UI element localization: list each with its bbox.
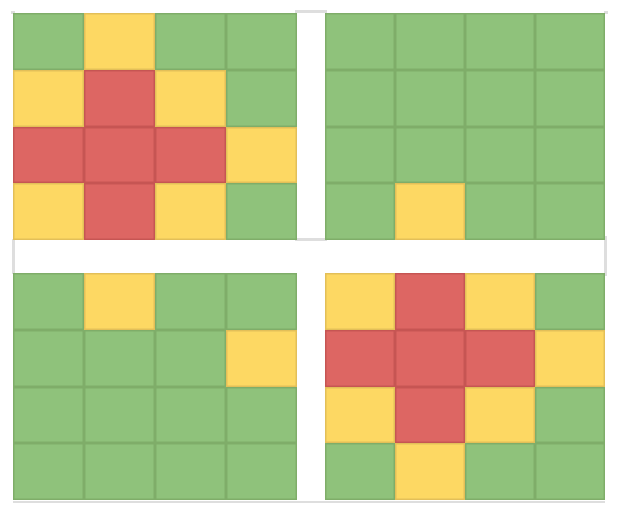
heatmap-cell-bottom-right-r1c1 [325, 273, 395, 330]
heatmap-cell-bottom-left-r2c3 [155, 329, 226, 387]
heatmap-cell-bottom-left-r2c2 [84, 329, 155, 387]
heatmap-cell-bottom-left-r1c2 [84, 273, 155, 330]
heatmap-cell-bottom-right-r4c3 [465, 443, 535, 500]
heatmap-cell-top-right-r2c2 [395, 69, 465, 127]
heatmap-cell-bottom-right-r4c2 [395, 443, 465, 500]
heatmap-cell-bottom-right-r3c3 [465, 386, 535, 444]
heatmap-cell-top-right-r3c3 [465, 126, 535, 184]
heatmap-cell-bottom-right-r2c2 [395, 329, 465, 387]
heatmap-cell-top-left-r4c2 [84, 183, 155, 240]
heatmap-cell-bottom-left-r4c3 [155, 443, 226, 500]
heatmap-cell-bottom-right-r3c2 [395, 386, 465, 444]
heatmap-cell-top-left-r1c2 [84, 13, 155, 70]
heatmap-cell-top-right-r2c1 [325, 69, 395, 127]
heatmap-cell-bottom-left-r3c2 [84, 386, 155, 444]
frame-line-middle-gap [295, 238, 327, 241]
heatmap-cell-bottom-right-r1c2 [395, 273, 465, 330]
heatmap-cell-top-right-r1c4 [535, 13, 605, 70]
heatmap-cell-top-left-r2c3 [155, 69, 226, 127]
heatmap-cell-bottom-left-r3c3 [155, 386, 226, 444]
frame-line-top-gap [295, 10, 327, 13]
heatmap-cell-bottom-left-r4c1 [13, 443, 84, 500]
heatmap-cell-top-right-r4c2 [395, 183, 465, 240]
heatmap-cell-top-left-r2c2 [84, 69, 155, 127]
heatmap-cell-bottom-left-r3c1 [13, 386, 84, 444]
heatmap-cell-top-left-r4c4 [226, 183, 297, 240]
heatmap-cell-top-right-r4c1 [325, 183, 395, 240]
heatmap-panel-bottom-right [325, 273, 605, 500]
heatmap-cell-bottom-right-r4c4 [535, 443, 605, 500]
heatmap-cell-top-left-r3c3 [155, 126, 226, 184]
heatmap-cell-top-left-r3c1 [13, 126, 84, 184]
heatmap-cell-bottom-left-r1c1 [13, 273, 84, 330]
heatmap-cell-bottom-left-r1c4 [226, 273, 297, 330]
heatmap-cell-top-right-r1c2 [395, 13, 465, 70]
heatmap-cell-bottom-right-r4c1 [325, 443, 395, 500]
heatmap-cell-top-left-r3c2 [84, 126, 155, 184]
heatmap-cell-top-right-r3c4 [535, 126, 605, 184]
heatmap-cell-top-left-r3c4 [226, 126, 297, 184]
heatmap-panel-top-left [13, 13, 297, 240]
heatmap-cell-top-right-r1c1 [325, 13, 395, 70]
heatmap-cell-bottom-left-r3c4 [226, 386, 297, 444]
heatmap-cell-bottom-left-r2c1 [13, 329, 84, 387]
heatmap-cell-bottom-right-r2c4 [535, 329, 605, 387]
heatmap-panel-bottom-left [13, 273, 297, 500]
heatmap-cell-bottom-right-r1c4 [535, 273, 605, 330]
heatmap-cell-bottom-right-r2c3 [465, 329, 535, 387]
frame-line-bottom [13, 501, 605, 503]
frame-line-top-left-corner [11, 11, 15, 14]
heatmap-cell-bottom-left-r1c3 [155, 273, 226, 330]
heatmap-cell-top-right-r2c3 [465, 69, 535, 127]
frame-line-right-gap [604, 236, 607, 276]
heatmap-cell-top-right-r4c3 [465, 183, 535, 240]
heatmap-cell-top-left-r1c1 [13, 13, 84, 70]
frame-line-top-right-corner [604, 11, 608, 14]
heatmap-cell-bottom-right-r3c4 [535, 386, 605, 444]
heatmap-cell-bottom-right-r3c1 [325, 386, 395, 444]
frame-line-left-gap [12, 239, 15, 274]
heatmap-cell-top-left-r1c4 [226, 13, 297, 70]
heatmap-cell-top-left-r4c1 [13, 183, 84, 240]
heatmap-cell-top-right-r1c3 [465, 13, 535, 70]
heatmap-cell-bottom-right-r2c1 [325, 329, 395, 387]
heatmap-panel-top-right [325, 13, 605, 240]
heatmap-cell-bottom-right-r1c3 [465, 273, 535, 330]
heatmap-cell-top-left-r4c3 [155, 183, 226, 240]
heatmap-cell-top-left-r1c3 [155, 13, 226, 70]
heatmap-cell-bottom-left-r4c4 [226, 443, 297, 500]
heatmap-cell-top-right-r3c1 [325, 126, 395, 184]
heatmap-cell-bottom-left-r4c2 [84, 443, 155, 500]
heatmap-cell-bottom-left-r2c4 [226, 329, 297, 387]
heatmap-cell-top-right-r3c2 [395, 126, 465, 184]
heatmap-cell-top-left-r2c1 [13, 69, 84, 127]
heatmap-cell-top-right-r4c4 [535, 183, 605, 240]
heatmap-cell-top-right-r2c4 [535, 69, 605, 127]
heatmap-cell-top-left-r2c4 [226, 69, 297, 127]
